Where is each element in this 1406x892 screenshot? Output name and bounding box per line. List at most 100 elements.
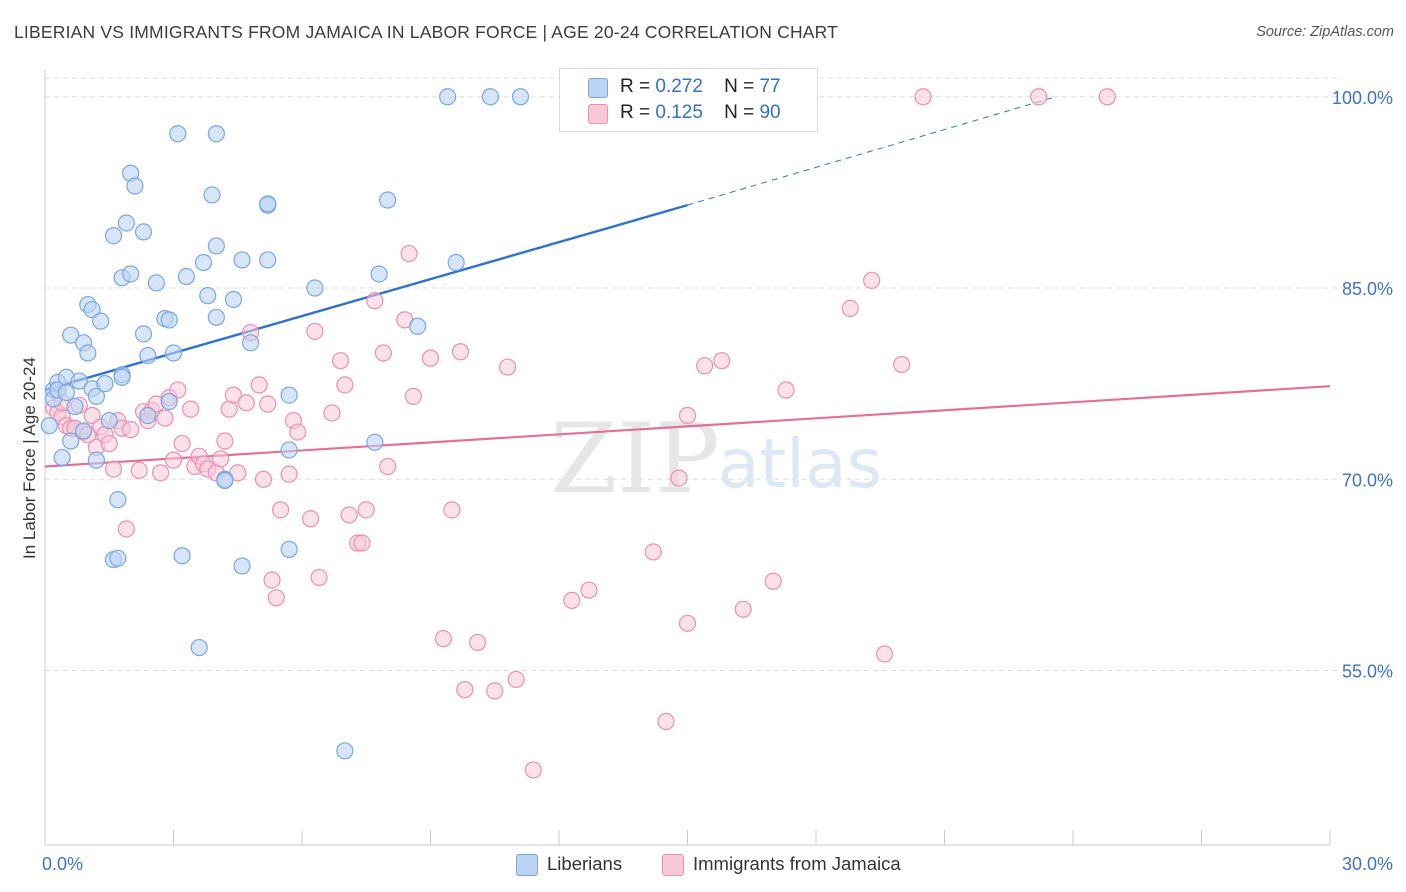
r-label: R =	[620, 102, 651, 123]
liberians-point	[259, 251, 277, 269]
jamaica-point	[678, 406, 697, 425]
chart-source: Source: ZipAtlas.com	[1256, 24, 1394, 40]
liberians-point	[40, 417, 58, 435]
jamaica-point	[117, 520, 135, 538]
liberians-point	[104, 227, 123, 245]
liberians-point	[190, 638, 208, 657]
liberians-point	[409, 317, 427, 335]
liberians-point	[109, 549, 127, 567]
liberians-point	[173, 547, 191, 565]
liberians-point	[160, 392, 178, 411]
liberians-swatch	[516, 854, 538, 876]
liberians-point	[199, 287, 217, 305]
n-label: N =	[724, 76, 755, 97]
liberians-point	[233, 557, 251, 575]
jamaica-point	[104, 460, 123, 478]
jamaica-point	[434, 630, 452, 648]
liberians-point	[481, 88, 500, 106]
jamaica-point	[122, 420, 140, 439]
liberians-trend-extension	[687, 96, 1057, 206]
jamaica-point	[366, 292, 384, 310]
jamaica-point	[507, 670, 525, 689]
liberians-point	[79, 344, 97, 362]
r-value: 0.272	[655, 76, 703, 97]
jamaica-point	[499, 358, 517, 376]
jamaica-point	[152, 464, 170, 482]
jamaica-point	[1030, 88, 1048, 106]
jamaica-point	[713, 352, 731, 370]
jamaica-swatch	[588, 104, 608, 124]
gridlines	[45, 77, 1342, 671]
n-label: N =	[724, 102, 755, 123]
liberians-point	[113, 368, 131, 386]
liberians-point	[62, 326, 80, 344]
jamaica-point	[580, 581, 598, 599]
y-tick-label: 55.0%	[1342, 662, 1393, 682]
y-axis-title: In Labor Force | Age 20-24	[20, 357, 39, 559]
jamaica-point	[443, 501, 461, 519]
x-tick-label: 30.0%	[1342, 854, 1393, 874]
liberians-point	[70, 372, 88, 390]
jamaica-point	[164, 451, 183, 469]
liberians-point	[134, 325, 153, 343]
jamaica-point	[182, 400, 200, 418]
liberians-point	[366, 433, 384, 451]
watermark: ZIP atlas	[550, 403, 882, 515]
liberians-point	[207, 308, 225, 326]
liberians-point	[160, 311, 178, 329]
liberians-point	[216, 471, 234, 490]
jamaica-point	[331, 352, 350, 370]
jamaica-point	[670, 469, 688, 487]
jamaica-point	[83, 406, 101, 425]
n-value: 90	[759, 102, 781, 123]
liberians-point	[66, 397, 84, 416]
watermark-atlas: atlas	[718, 425, 882, 504]
liberians-point	[53, 448, 71, 467]
liberians-point	[109, 491, 127, 509]
jamaica-point	[863, 271, 881, 289]
jamaica-point	[486, 682, 504, 700]
liberians-point	[370, 265, 388, 283]
r-value: 0.125	[655, 102, 703, 123]
liberians-point	[169, 125, 187, 143]
liberians-point	[57, 383, 76, 402]
jamaica-point	[237, 394, 255, 412]
jamaica-point	[250, 376, 268, 394]
jamaica-point	[764, 572, 782, 590]
jamaica-point	[734, 600, 752, 618]
x-tick-label: 0.0%	[42, 854, 83, 874]
jamaica-point	[267, 589, 285, 607]
liberians-point	[207, 237, 225, 255]
liberians-point	[62, 432, 80, 450]
liberians-point	[83, 301, 101, 319]
liberians-point	[511, 88, 530, 106]
jamaica-point	[379, 457, 397, 476]
jamaica-point	[289, 423, 307, 441]
jamaica-point	[336, 376, 354, 394]
jamaica-point	[310, 568, 328, 587]
liberians-point	[126, 177, 144, 195]
jamaica-point	[212, 450, 230, 468]
jamaica-point	[169, 381, 187, 399]
jamaica-point	[421, 349, 440, 367]
jamaica-point	[644, 543, 662, 561]
liberians-point	[100, 412, 118, 430]
jamaica-point	[563, 591, 581, 609]
jamaica-point	[280, 465, 298, 483]
legend-label: Liberians	[547, 853, 623, 874]
liberians-point	[177, 267, 195, 286]
liberians-point	[280, 386, 298, 404]
jamaica-point	[224, 386, 243, 404]
jamaica-trend-line	[44, 385, 1331, 468]
liberians-point	[147, 274, 165, 292]
liberians-point	[280, 441, 298, 459]
jamaica-point	[404, 387, 422, 405]
liberians-point	[164, 344, 183, 362]
jamaica-point	[469, 633, 487, 652]
jamaica-point	[306, 322, 324, 340]
r-label: R =	[620, 76, 651, 97]
jamaica-point	[156, 409, 174, 427]
jamaica-point	[301, 510, 320, 528]
jamaica-point	[323, 404, 341, 422]
jamaica-point	[875, 645, 894, 663]
